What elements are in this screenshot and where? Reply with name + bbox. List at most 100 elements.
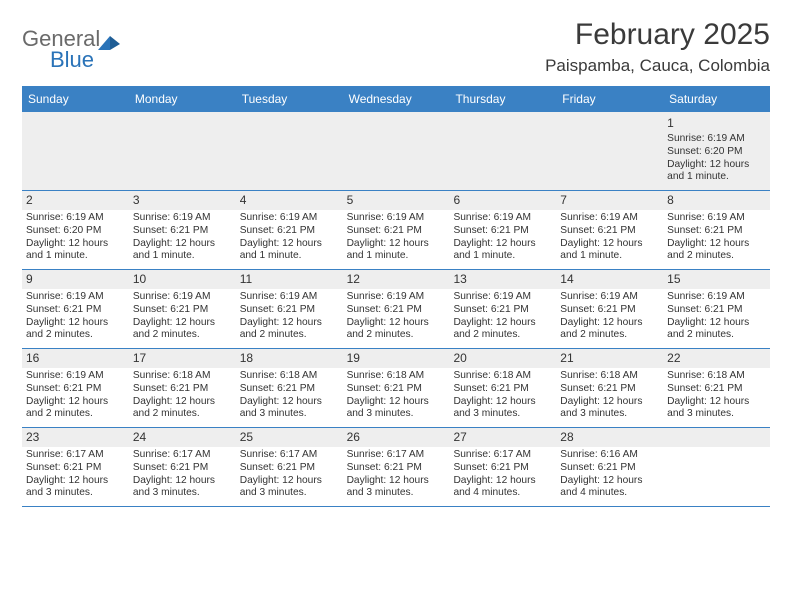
sunset-line: Sunset: 6:21 PM — [133, 304, 232, 317]
day-number: 22 — [663, 349, 770, 368]
daylight-line: Daylight: 12 hours and 1 minute. — [453, 238, 552, 264]
daylight-line: Daylight: 12 hours and 1 minute. — [133, 238, 232, 264]
day-cell — [343, 112, 450, 190]
day-number: 9 — [22, 270, 129, 289]
daylight-line: Daylight: 12 hours and 2 minutes. — [133, 317, 232, 343]
daylight-line: Daylight: 12 hours and 2 minutes. — [667, 317, 766, 343]
sunrise-line: Sunrise: 6:19 AM — [240, 212, 339, 225]
day-header: Wednesday — [343, 86, 450, 112]
sunset-line: Sunset: 6:21 PM — [667, 383, 766, 396]
day-number: 24 — [129, 428, 236, 447]
sunset-line: Sunset: 6:21 PM — [240, 383, 339, 396]
day-header-row: Sunday Monday Tuesday Wednesday Thursday… — [22, 86, 770, 112]
day-number: 3 — [129, 191, 236, 210]
day-number: 15 — [663, 270, 770, 289]
day-number: 19 — [343, 349, 450, 368]
day-cell: 10 Sunrise: 6:19 AMSunset: 6:21 PMDayligh… — [129, 270, 236, 348]
day-cell: 8Sunrise: 6:19 AMSunset: 6:21 PMDaylight… — [663, 191, 770, 269]
day-cell: 15Sunrise: 6:19 AMSunset: 6:21 PMDayligh… — [663, 270, 770, 348]
day-cell — [449, 112, 556, 190]
daylight-line: Daylight: 12 hours and 3 minutes. — [347, 475, 446, 501]
daylight-line: Daylight: 12 hours and 4 minutes. — [560, 475, 659, 501]
sunrise-line: Sunrise: 6:19 AM — [26, 212, 125, 225]
day-cell: 9 Sunrise: 6:19 AMSunset: 6:21 PMDaylight… — [22, 270, 129, 348]
sunset-line: Sunset: 6:21 PM — [560, 225, 659, 238]
sunset-line: Sunset: 6:21 PM — [133, 383, 232, 396]
day-number: 10 — [129, 270, 236, 289]
sunrise-line: Sunrise: 6:19 AM — [667, 212, 766, 225]
sunrise-line: Sunrise: 6:19 AM — [453, 291, 552, 304]
daylight-line: Daylight: 12 hours and 3 minutes. — [240, 396, 339, 422]
daylight-line: Daylight: 12 hours and 3 minutes. — [26, 475, 125, 501]
daylight-line: Daylight: 12 hours and 2 minutes. — [240, 317, 339, 343]
day-header: Friday — [556, 86, 663, 112]
sunset-line: Sunset: 6:21 PM — [26, 383, 125, 396]
sunrise-line: Sunrise: 6:19 AM — [240, 291, 339, 304]
sunrise-line: Sunrise: 6:17 AM — [347, 449, 446, 462]
daylight-line: Daylight: 12 hours and 2 minutes. — [453, 317, 552, 343]
day-number — [663, 428, 770, 447]
daylight-line: Daylight: 12 hours and 1 minute. — [347, 238, 446, 264]
day-cell: 28Sunrise: 6:16 AMSunset: 6:21 PMDayligh… — [556, 428, 663, 506]
daylight-line: Daylight: 12 hours and 1 minute. — [667, 159, 766, 185]
day-cell — [663, 428, 770, 506]
daylight-line: Daylight: 12 hours and 1 minute. — [240, 238, 339, 264]
calendar: Sunday Monday Tuesday Wednesday Thursday… — [22, 86, 770, 507]
sunrise-line: Sunrise: 6:16 AM — [560, 449, 659, 462]
sunset-line: Sunset: 6:21 PM — [453, 383, 552, 396]
sunset-line: Sunset: 6:21 PM — [133, 225, 232, 238]
sunset-line: Sunset: 6:21 PM — [26, 304, 125, 317]
sunrise-line: Sunrise: 6:18 AM — [453, 370, 552, 383]
sunrise-line: Sunrise: 6:19 AM — [667, 133, 766, 146]
day-number: 20 — [449, 349, 556, 368]
daylight-line: Daylight: 12 hours and 4 minutes. — [453, 475, 552, 501]
logo-word-2: Blue — [50, 49, 100, 71]
sunrise-line: Sunrise: 6:19 AM — [560, 212, 659, 225]
daylight-line: Daylight: 12 hours and 2 minutes. — [26, 317, 125, 343]
sunset-line: Sunset: 6:21 PM — [667, 225, 766, 238]
sunset-line: Sunset: 6:21 PM — [133, 462, 232, 475]
sunset-line: Sunset: 6:21 PM — [240, 462, 339, 475]
sunrise-line: Sunrise: 6:17 AM — [26, 449, 125, 462]
day-cell: 12Sunrise: 6:19 AMSunset: 6:21 PMDayligh… — [343, 270, 450, 348]
sunset-line: Sunset: 6:21 PM — [26, 462, 125, 475]
day-header: Tuesday — [236, 86, 343, 112]
daylight-line: Daylight: 12 hours and 1 minute. — [560, 238, 659, 264]
day-cell: 25Sunrise: 6:17 AMSunset: 6:21 PMDayligh… — [236, 428, 343, 506]
sunrise-line: Sunrise: 6:19 AM — [133, 291, 232, 304]
sunrise-line: Sunrise: 6:18 AM — [133, 370, 232, 383]
week-row: 2Sunrise: 6:19 AMSunset: 6:20 PMDaylight… — [22, 191, 770, 270]
sunrise-line: Sunrise: 6:18 AM — [240, 370, 339, 383]
day-cell: 23Sunrise: 6:17 AMSunset: 6:21 PMDayligh… — [22, 428, 129, 506]
sunrise-line: Sunrise: 6:19 AM — [453, 212, 552, 225]
sunset-line: Sunset: 6:21 PM — [347, 304, 446, 317]
day-cell: 22Sunrise: 6:18 AMSunset: 6:21 PMDayligh… — [663, 349, 770, 427]
sunset-line: Sunset: 6:21 PM — [347, 383, 446, 396]
title-block: February 2025 Paispamba, Cauca, Colombia — [545, 18, 770, 76]
day-cell: 17Sunrise: 6:18 AMSunset: 6:21 PMDayligh… — [129, 349, 236, 427]
day-number: 13 — [449, 270, 556, 289]
sunrise-line: Sunrise: 6:19 AM — [560, 291, 659, 304]
daylight-line: Daylight: 12 hours and 3 minutes. — [560, 396, 659, 422]
day-cell — [556, 112, 663, 190]
day-number: 18 — [236, 349, 343, 368]
logo-shape-icon — [96, 30, 122, 56]
day-number: 27 — [449, 428, 556, 447]
day-number: 11 — [236, 270, 343, 289]
sunrise-line: Sunrise: 6:19 AM — [26, 291, 125, 304]
sunset-line: Sunset: 6:21 PM — [667, 304, 766, 317]
daylight-line: Daylight: 12 hours and 1 minute. — [26, 238, 125, 264]
day-number: 7 — [556, 191, 663, 210]
week-row: 23Sunrise: 6:17 AMSunset: 6:21 PMDayligh… — [22, 428, 770, 507]
sunset-line: Sunset: 6:21 PM — [347, 225, 446, 238]
day-cell: 1Sunrise: 6:19 AMSunset: 6:20 PMDaylight… — [663, 112, 770, 190]
day-number: 8 — [663, 191, 770, 210]
day-number: 14 — [556, 270, 663, 289]
week-row: 9Sunrise: 6:19 AMSunset: 6:21 PMDaylight… — [22, 270, 770, 349]
day-cell: 6Sunrise: 6:19 AMSunset: 6:21 PMDaylight… — [449, 191, 556, 269]
daylight-line: Daylight: 12 hours and 3 minutes. — [133, 475, 232, 501]
sunrise-line: Sunrise: 6:19 AM — [347, 212, 446, 225]
sunrise-line: Sunrise: 6:17 AM — [453, 449, 552, 462]
sunrise-line: Sunrise: 6:19 AM — [26, 370, 125, 383]
sunrise-line: Sunrise: 6:17 AM — [240, 449, 339, 462]
